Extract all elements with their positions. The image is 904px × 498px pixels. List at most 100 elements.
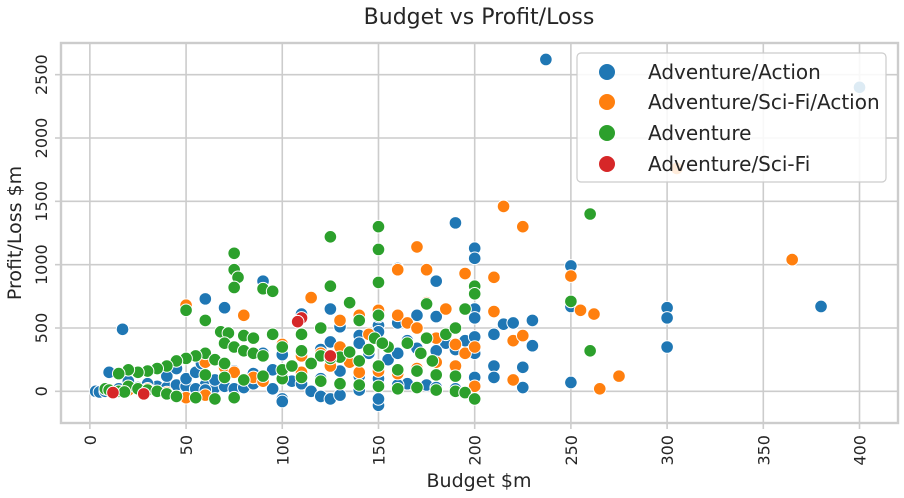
data-point <box>467 311 482 325</box>
data-point <box>352 354 367 368</box>
data-point <box>236 308 251 323</box>
data-point <box>106 385 120 400</box>
x-tick-label: 0 <box>81 435 100 445</box>
data-point <box>352 378 367 392</box>
data-point <box>487 270 501 285</box>
data-point <box>179 303 193 318</box>
data-point <box>487 304 501 319</box>
data-point <box>583 207 597 221</box>
data-point <box>419 262 434 277</box>
data-point <box>371 242 386 257</box>
data-point <box>458 266 472 281</box>
data-point <box>506 373 520 387</box>
y-tick-label: 0 <box>32 386 51 396</box>
data-point <box>785 252 799 267</box>
legend-label-adventure: Adventure <box>648 121 751 145</box>
legend-marker-adventure-action <box>599 64 615 80</box>
data-point <box>236 373 251 387</box>
data-point <box>323 279 338 294</box>
x-tick-label: 250 <box>562 435 581 466</box>
data-point <box>115 322 130 337</box>
data-point <box>592 382 607 396</box>
x-tick-label: 200 <box>466 435 485 466</box>
legend-marker-adventure-scifi-action <box>599 94 615 110</box>
data-point <box>342 345 357 359</box>
chart-title: Budget vs Profit/Loss <box>364 5 595 30</box>
data-point <box>227 390 241 405</box>
data-point <box>198 368 213 382</box>
data-point <box>294 370 309 385</box>
legend-marker-adventure-scifi <box>599 156 615 172</box>
data-point <box>410 364 424 378</box>
data-point <box>352 336 367 351</box>
data-point <box>539 52 553 67</box>
data-point <box>573 303 588 318</box>
data-point <box>390 363 405 377</box>
data-point <box>612 369 626 383</box>
data-point <box>583 344 597 358</box>
data-points <box>88 52 867 413</box>
x-tick-label: 400 <box>851 435 870 466</box>
x-axis-label: Budget $m <box>427 470 532 492</box>
data-point <box>371 219 386 234</box>
tick-labels: 0 50 100 150 200 250 300 350 400 0 500 1000 1500 2000… <box>32 54 870 465</box>
data-point <box>265 284 280 299</box>
data-point <box>304 356 318 371</box>
data-point <box>313 321 328 335</box>
data-point <box>352 365 367 380</box>
y-tick-label: 500 <box>32 313 51 344</box>
data-point <box>333 388 347 402</box>
data-point <box>117 385 132 399</box>
data-point <box>448 321 463 335</box>
data-point <box>425 354 440 368</box>
data-point <box>515 380 530 395</box>
data-point <box>323 349 338 363</box>
legend: Adventure/Action Adventure/Sci-Fi/Action… <box>576 52 887 183</box>
data-point <box>525 338 540 353</box>
legend-label-adventure-scifi: Adventure/Sci-Fi <box>648 152 810 176</box>
data-point <box>515 328 530 343</box>
x-tick-label: 350 <box>754 435 773 466</box>
data-point <box>323 302 338 316</box>
data-point <box>390 382 405 396</box>
y-axis-label: Profit/Loss $m <box>4 166 26 300</box>
data-point <box>410 240 424 254</box>
data-point <box>448 369 463 383</box>
data-point <box>265 382 280 396</box>
data-point <box>352 313 367 328</box>
data-point <box>265 327 280 342</box>
data-point <box>371 308 386 323</box>
data-point <box>179 371 193 386</box>
legend-box <box>576 52 887 183</box>
data-point <box>362 342 376 357</box>
data-point <box>467 392 482 406</box>
data-point <box>660 340 674 354</box>
legend-marker-adventure <box>599 125 615 141</box>
data-point <box>198 292 213 306</box>
data-point <box>294 344 309 358</box>
data-point <box>515 219 530 234</box>
y-tick-label: 2000 <box>32 118 51 159</box>
data-point <box>169 389 184 404</box>
data-point <box>371 392 386 406</box>
data-point <box>414 346 428 361</box>
data-point <box>429 274 444 288</box>
data-point <box>515 360 530 375</box>
series-2 <box>98 207 597 406</box>
x-tick-label: 300 <box>658 435 677 466</box>
data-point <box>487 327 501 342</box>
data-point <box>448 337 463 352</box>
data-point <box>371 359 386 373</box>
data-point <box>198 313 213 328</box>
legend-label-adventure-scifi-action: Adventure/Sci-Fi/Action <box>648 90 880 114</box>
data-point <box>375 336 390 351</box>
data-point <box>304 290 318 305</box>
data-point <box>496 199 511 214</box>
data-point <box>400 336 415 351</box>
data-point <box>564 294 578 309</box>
data-point <box>294 327 309 342</box>
data-point <box>448 216 463 230</box>
data-point <box>458 302 472 316</box>
data-point <box>217 356 232 371</box>
